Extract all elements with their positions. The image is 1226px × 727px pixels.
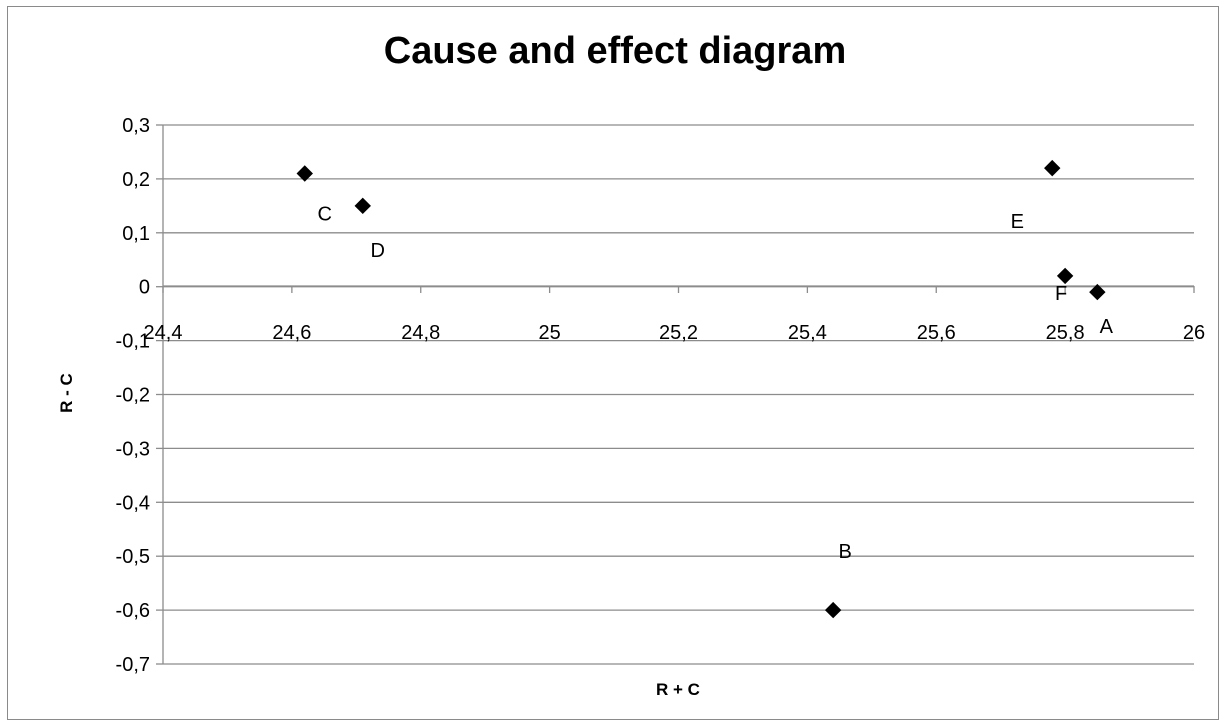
point-label-d: D [371,240,385,262]
point-label-b: B [838,541,851,563]
data-point-c [296,165,313,182]
x-tick-label: 25,8 [1046,322,1085,344]
y-tick-label: 0,2 [122,169,150,191]
y-tick-label: -0,6 [116,600,150,622]
x-tick-labels: 24,4 24,6 24,8 25 25,2 25,4 25,6 25,8 26 [144,322,1206,344]
point-label-f: F [1055,283,1067,305]
data-points [296,159,1106,619]
data-point-a [1089,283,1106,301]
data-point-f [1056,267,1074,285]
x-tick-label: 24,4 [144,322,183,344]
x-tick-label: 25,4 [788,322,827,344]
x-axis-title: R + C [656,680,700,699]
y-tick-label: -0,2 [116,385,150,407]
axes [156,124,1195,665]
gridlines [163,124,1194,665]
data-point-b [824,601,842,619]
y-tick-labels: 0,3 0,2 0,1 0 -0,1 -0,2 -0,3 -0,4 -0,5 -0,6 -0,7 [116,115,150,676]
point-labels: A B C D E F [318,204,1114,564]
y-tick-label: 0,3 [122,115,150,137]
y-axis-title: R - C [57,373,76,413]
y-tick-label: 0,1 [122,223,150,245]
chart-title: Cause and effect diagram [384,30,846,72]
point-label-e: E [1011,211,1024,233]
x-tick-label: 25,2 [659,322,698,344]
y-tick-label: -0,1 [116,331,150,353]
x-tick-label: 24,6 [272,322,311,344]
y-tick-label: -0,3 [116,438,150,460]
x-tick-label: 26 [1183,322,1205,344]
y-tick-label: -0,7 [116,654,150,676]
data-point-e [1044,159,1061,177]
point-label-a: A [1100,316,1114,338]
y-tick-label: -0,5 [116,546,150,568]
y-tick-label: -0,4 [116,492,150,514]
point-label-c: C [318,204,332,226]
x-tick-label: 24,8 [401,322,440,344]
x-tick-label: 25 [539,322,561,344]
x-tick-label: 25,6 [917,322,956,344]
data-point-d [354,197,371,215]
y-tick-label: 0 [139,277,150,299]
